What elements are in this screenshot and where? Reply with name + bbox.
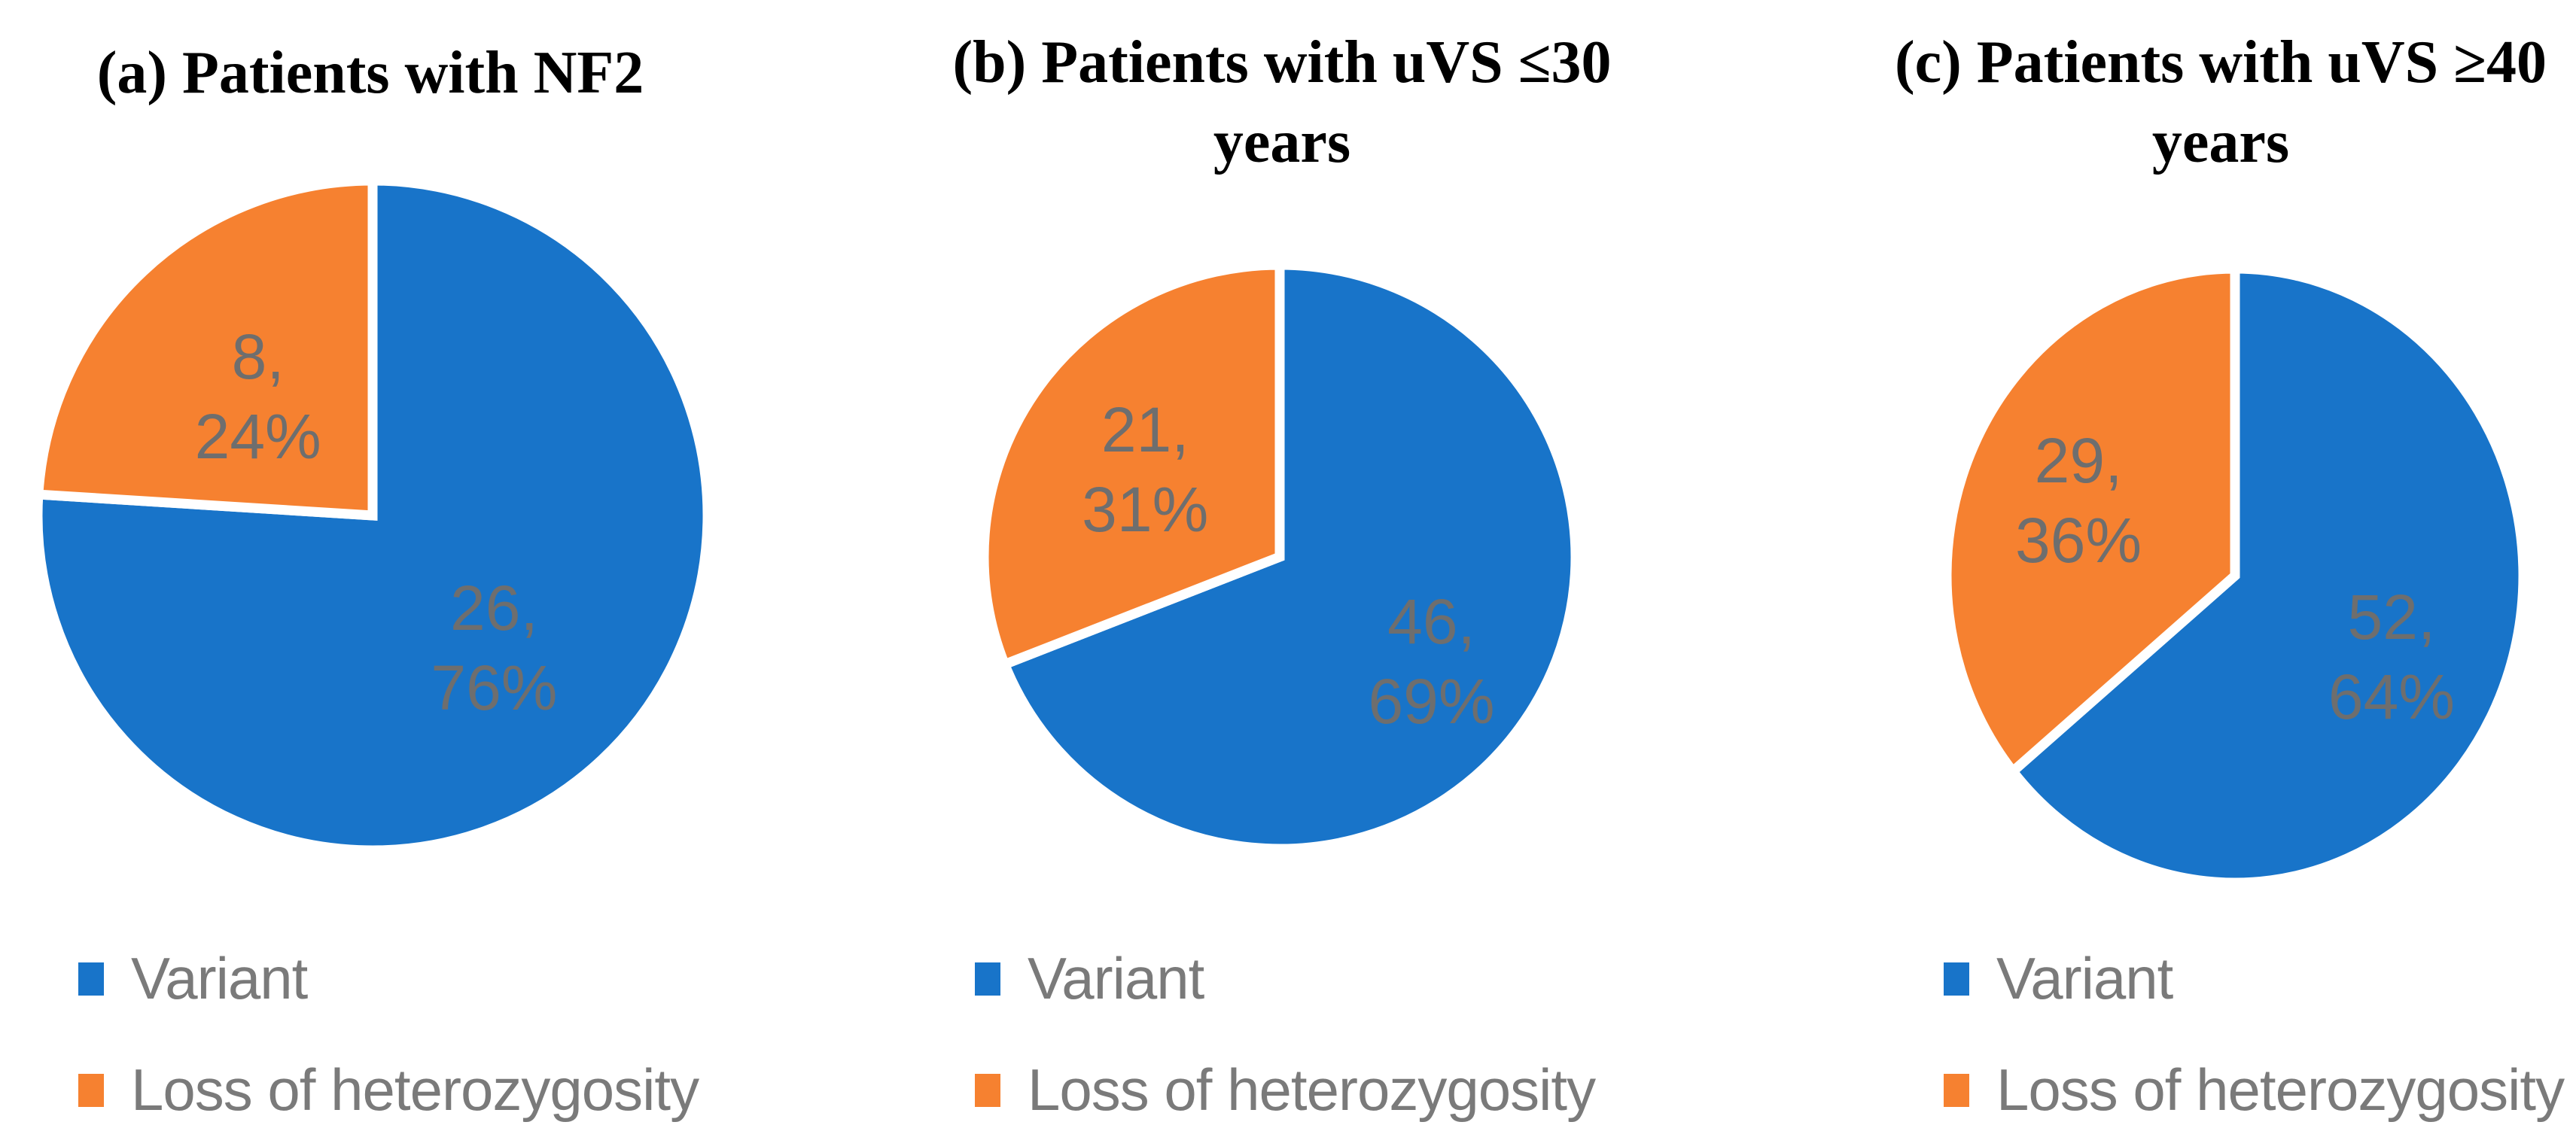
pie-slice-variant (2006, 263, 2529, 888)
chart-title-a: (a) Patients with NF2 (96, 40, 644, 106)
legend-label-loh: Loss of heterozygosity (131, 1057, 699, 1123)
slice-label-loh: 21, 31% (1082, 394, 1208, 545)
legend-swatch-variant-icon (1944, 962, 1969, 996)
pie-slice-loh (32, 175, 378, 521)
pie-slice-loh (1941, 263, 2240, 779)
legend-swatch-variant-icon (975, 962, 1000, 996)
pie-slice-loh (979, 260, 1285, 671)
slice-label-variant: 26, 76% (431, 573, 557, 723)
legend-label-loh: Loss of heterozygosity (1028, 1057, 1596, 1123)
pie-slice-variant (998, 260, 1581, 854)
legend-item-loh: Loss of heterozygosity (1944, 1057, 2565, 1124)
slice-label-loh: 29, 36% (2015, 425, 2142, 576)
legend-item-variant: Variant (1944, 945, 2173, 1013)
legend-swatch-loh-icon (975, 1073, 1000, 1107)
pie-chart-b: 46, 69% 21, 31% (979, 260, 1581, 854)
legend-swatch-loh-icon (78, 1073, 104, 1107)
legend-swatch-loh-icon (1944, 1073, 1969, 1107)
legend-swatch-variant-icon (78, 962, 104, 996)
slice-label-loh: 8, 24% (195, 321, 321, 472)
chart-title-c: (c) Patients with uVS ≥40 years (1894, 29, 2547, 175)
legend-label-variant: Variant (1996, 945, 2173, 1011)
slice-label-variant: 46, 69% (1368, 586, 1494, 737)
chart-title-b: (b) Patients with uVS ≤30 years (952, 29, 1612, 175)
legend-label-loh: Loss of heterozygosity (1996, 1057, 2565, 1123)
legend-label-variant: Variant (1028, 945, 1204, 1011)
pie-panel-c: (c) Patients with uVS ≥40 years 52, 64% 29… (1716, 0, 2576, 1125)
legend-item-loh: Loss of heterozygosity (975, 1057, 1596, 1124)
pie-panel-a: (a) Patients with NF2 26, 76% 8, 24% Varian… (0, 0, 858, 1125)
pie-chart-a: 26, 76% 8, 24% (32, 175, 713, 856)
pie-panel-b: (b) Patients with uVS ≤30 years 46, 69% 21… (858, 0, 1716, 1125)
slice-label-variant: 52, 64% (2328, 582, 2455, 732)
legend-label-variant: Variant (131, 945, 308, 1011)
legend-item-loh: Loss of heterozygosity (78, 1057, 699, 1124)
pie-chart-c: 52, 64% 29, 36% (1941, 263, 2529, 888)
legend-item-variant: Variant (975, 945, 1204, 1013)
legend-item-variant: Variant (78, 945, 308, 1013)
